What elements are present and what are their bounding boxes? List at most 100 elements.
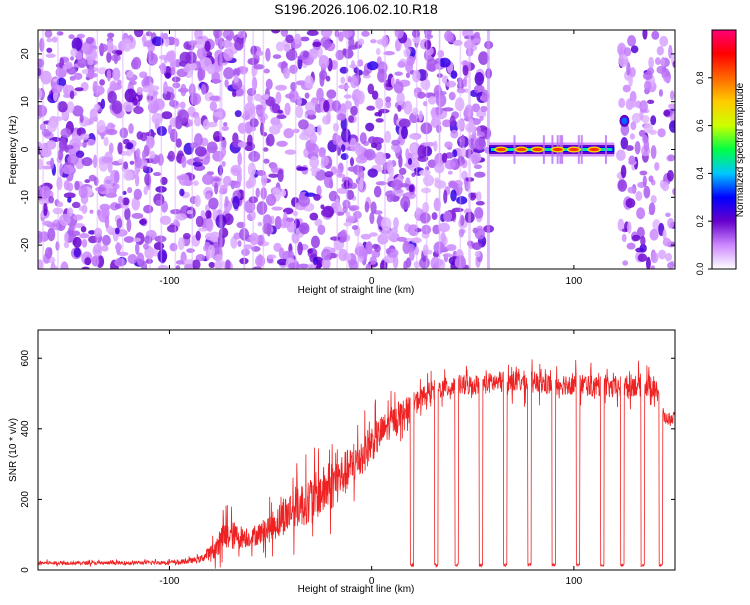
snr-x-axis-label: Height of straight line (km) bbox=[298, 584, 415, 595]
noise-blob bbox=[393, 81, 404, 94]
noise-blob bbox=[298, 119, 309, 130]
noise-blob bbox=[124, 88, 137, 103]
noise-blob bbox=[420, 78, 431, 91]
noise-blob bbox=[475, 200, 485, 206]
noise-blob bbox=[247, 162, 257, 177]
snr-y-tick-label: 200 bbox=[20, 491, 31, 508]
noise-blob bbox=[177, 237, 185, 251]
noise-blob bbox=[668, 120, 675, 133]
noise-blob bbox=[177, 87, 190, 93]
noise-blob bbox=[243, 244, 253, 250]
noise-streak bbox=[96, 30, 99, 269]
noise-blob bbox=[202, 118, 210, 131]
noise-blob bbox=[370, 201, 377, 214]
noise-blob bbox=[56, 77, 67, 87]
noise-blob bbox=[106, 39, 114, 54]
spectrogram-x-tick-label: -100 bbox=[159, 276, 179, 287]
noise-blob bbox=[375, 97, 384, 110]
noise-blob bbox=[296, 166, 308, 171]
noise-blob bbox=[88, 117, 95, 125]
noise-blob bbox=[100, 98, 106, 110]
noise-blob bbox=[444, 30, 454, 42]
noise-blob bbox=[394, 71, 403, 76]
noise-blob bbox=[153, 171, 162, 177]
noise-blob bbox=[179, 101, 186, 109]
noise-blob bbox=[628, 74, 633, 87]
noise-blob bbox=[369, 232, 378, 237]
noise-blob bbox=[340, 144, 346, 153]
noise-blob bbox=[408, 133, 421, 140]
noise-blob bbox=[237, 141, 247, 148]
noise-blob bbox=[71, 37, 83, 52]
noise-blob bbox=[617, 218, 625, 232]
noise-blob bbox=[237, 122, 248, 134]
noise-blob bbox=[201, 83, 207, 95]
noise-blob bbox=[209, 100, 218, 112]
noise-blob bbox=[177, 109, 189, 123]
noise-streak bbox=[415, 30, 418, 269]
noise-blob bbox=[300, 36, 310, 42]
noise-blob bbox=[408, 184, 415, 193]
noise-blob bbox=[649, 129, 657, 135]
noise-blob bbox=[204, 232, 216, 241]
noise-blob bbox=[74, 87, 84, 92]
noise-blob bbox=[234, 110, 242, 118]
noise-blob bbox=[246, 213, 252, 221]
noise-blob bbox=[405, 148, 410, 160]
noise-blob bbox=[208, 197, 219, 210]
noise-blob bbox=[309, 132, 318, 145]
noise-blob bbox=[141, 149, 147, 161]
noise-blob bbox=[114, 183, 120, 190]
noise-blob bbox=[143, 204, 154, 214]
noise-blob bbox=[343, 48, 354, 59]
noise-blob bbox=[627, 186, 636, 194]
noise-blob bbox=[145, 31, 153, 37]
noise-blob bbox=[647, 99, 655, 105]
noise-blob bbox=[116, 218, 123, 229]
noise-blob bbox=[253, 64, 265, 70]
noise-blob bbox=[58, 137, 68, 152]
noise-blob bbox=[360, 233, 372, 240]
noise-blob bbox=[391, 226, 398, 235]
noise-blob bbox=[380, 217, 392, 231]
noise-blob bbox=[380, 227, 393, 240]
noise-blob bbox=[195, 230, 201, 241]
noise-blob bbox=[666, 169, 674, 182]
noise-blob bbox=[617, 179, 628, 192]
noise-blob bbox=[474, 171, 486, 178]
noise-blob bbox=[38, 68, 42, 77]
noise-blob bbox=[370, 39, 377, 44]
noise-blob bbox=[398, 167, 407, 176]
noise-blob bbox=[452, 39, 463, 46]
noise-blob bbox=[262, 214, 272, 228]
noise-blob bbox=[309, 212, 319, 221]
noise-blob bbox=[667, 154, 675, 162]
noise-blob bbox=[133, 106, 144, 115]
noise-blob bbox=[626, 242, 636, 250]
noise-blob bbox=[153, 241, 165, 251]
noise-blob bbox=[374, 111, 381, 117]
noise-blob bbox=[418, 169, 431, 176]
snr-x-tick-label: -100 bbox=[159, 576, 179, 587]
noise-blob bbox=[312, 41, 322, 48]
noise-blob bbox=[121, 38, 133, 52]
noise-streak bbox=[384, 30, 386, 269]
noise-blob bbox=[472, 130, 477, 140]
noise-blob bbox=[195, 253, 206, 262]
noise-blob bbox=[349, 137, 358, 152]
noise-blob bbox=[442, 119, 452, 128]
noise-blob bbox=[332, 122, 340, 132]
noise-blob bbox=[47, 227, 56, 242]
noise-blob bbox=[309, 167, 321, 173]
noise-blob bbox=[284, 149, 297, 155]
noise-blob bbox=[262, 158, 270, 164]
noise-blob bbox=[445, 152, 454, 159]
noise-blob bbox=[283, 128, 294, 139]
noise-blob bbox=[397, 104, 402, 112]
noise-streak bbox=[346, 30, 348, 269]
noise-blob bbox=[50, 265, 58, 269]
noise-blob bbox=[284, 102, 291, 116]
noise-blob bbox=[62, 164, 75, 175]
noise-blob bbox=[650, 115, 657, 126]
noise-blob bbox=[215, 214, 227, 229]
